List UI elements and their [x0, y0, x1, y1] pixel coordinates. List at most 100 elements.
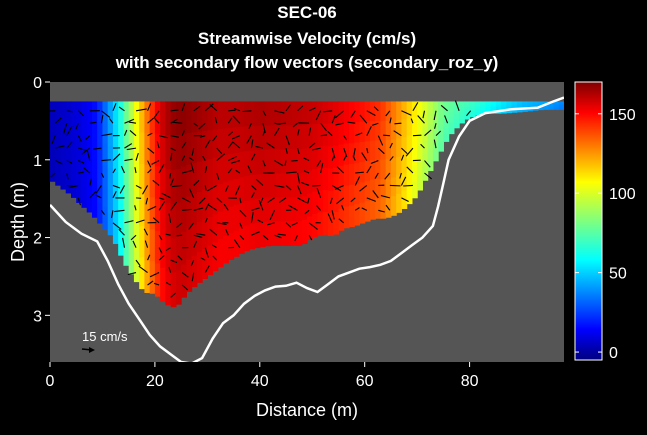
heatmap-cell: [422, 114, 429, 129]
flow-vector: [251, 207, 260, 211]
heatmap-cell: [65, 131, 72, 148]
heatmap-cell: [322, 189, 329, 213]
heatmap-cell: [65, 147, 72, 163]
heatmap-cell: [448, 128, 455, 135]
heatmap-cell: [333, 101, 340, 125]
heatmap-cell: [417, 116, 423, 132]
flow-vector: [343, 135, 348, 141]
heatmap-cell: [438, 134, 444, 144]
heatmap-cell: [406, 169, 413, 188]
flow-vector: [227, 141, 234, 149]
heatmap-cell: [244, 176, 250, 202]
heatmap-cell: [537, 108, 544, 111]
heatmap-cell: [133, 131, 140, 163]
flow-vector: [198, 122, 206, 130]
flow-vector: [242, 110, 252, 113]
heatmap-cell: [459, 105, 465, 110]
flow-vector: [130, 234, 137, 241]
flow-vector: [143, 228, 149, 236]
flow-vector: [212, 135, 218, 142]
y-axis-label: Depth (m): [8, 182, 28, 262]
heatmap-cell: [348, 205, 355, 228]
flow-vector: [153, 110, 160, 119]
flow-vector: [142, 185, 149, 195]
flow-vector: [188, 157, 195, 162]
heatmap-cell: [265, 173, 271, 199]
heatmap-cell: [207, 130, 214, 160]
flow-vector: [216, 172, 220, 180]
flow-vector: [400, 176, 407, 186]
flow-vector: [335, 122, 344, 126]
flow-vector: [434, 123, 437, 129]
heatmap-cell: [490, 109, 497, 112]
heatmap-cell: [249, 199, 256, 225]
heatmap-cell: [270, 101, 277, 127]
heatmap-cell: [322, 167, 329, 191]
heatmap-cell: [191, 101, 198, 133]
flow-vector: [440, 104, 448, 112]
flow-vector: [248, 122, 252, 129]
vector-scale-arrow: [81, 347, 95, 353]
flow-vector: [285, 104, 291, 112]
heatmap-cell: [81, 171, 88, 191]
flow-vector: [156, 141, 160, 149]
heatmap-cell: [144, 228, 151, 262]
heatmap-cell: [380, 140, 387, 161]
flow-vector: [394, 122, 402, 125]
flow-vector: [316, 187, 322, 199]
heatmap-cell: [170, 169, 177, 205]
flow-vector: [152, 217, 160, 224]
flow-vector: [224, 185, 229, 193]
flow-vector: [147, 103, 152, 111]
flow-vector: [297, 172, 301, 184]
heatmap-cell: [254, 174, 261, 200]
flow-vector: [359, 185, 368, 192]
flow-vector: [327, 131, 333, 137]
flow-vector: [227, 117, 233, 124]
heatmap-cell: [448, 117, 455, 124]
heatmap-cell: [537, 101, 544, 104]
heatmap-cell: [191, 132, 198, 164]
heatmap-cell: [60, 145, 67, 161]
flow-vector: [204, 247, 209, 258]
colorbar-tick-label: 150: [609, 107, 636, 124]
heatmap-cell: [286, 125, 292, 151]
heatmap-cell: [196, 252, 203, 283]
flow-vector: [170, 109, 179, 112]
heatmap-cell: [70, 101, 77, 119]
flow-vector: [181, 284, 189, 291]
flow-vector: [170, 152, 173, 161]
flow-vector: [77, 135, 82, 142]
heatmap-cell: [417, 145, 423, 162]
heatmap-cell: [112, 196, 119, 221]
flow-vector: [338, 218, 345, 224]
flow-vector: [66, 141, 73, 149]
heatmap-cell: [70, 181, 77, 198]
flow-vector: [350, 197, 356, 203]
secondary-flow-vectors: [50, 100, 472, 298]
heatmap-cell: [238, 152, 245, 178]
flow-vector: [158, 164, 165, 174]
flow-vector: [204, 103, 214, 112]
heatmap-cell: [70, 165, 77, 182]
flow-vector: [85, 135, 91, 140]
heatmap-cell: [70, 117, 77, 134]
heatmap-cell: [527, 109, 534, 112]
heatmap-cell: [60, 130, 67, 146]
heatmap-cell: [390, 139, 397, 159]
heatmap-cell: [170, 135, 177, 171]
flow-vector: [380, 195, 391, 199]
flow-vector: [336, 166, 345, 174]
heatmap-cell: [553, 102, 560, 105]
heatmap-cell: [265, 221, 271, 247]
colorbar-tick-label: 0: [609, 345, 618, 362]
x-tick-label: 60: [356, 373, 374, 390]
heatmap-cell: [259, 149, 266, 175]
heatmap-cell: [280, 125, 287, 151]
flow-vector: [135, 259, 141, 267]
heatmap-cell: [249, 224, 256, 250]
flow-vector: [267, 197, 275, 203]
heatmap-cell: [160, 201, 166, 236]
heatmap-cell: [485, 105, 492, 108]
flow-vector: [54, 117, 62, 124]
